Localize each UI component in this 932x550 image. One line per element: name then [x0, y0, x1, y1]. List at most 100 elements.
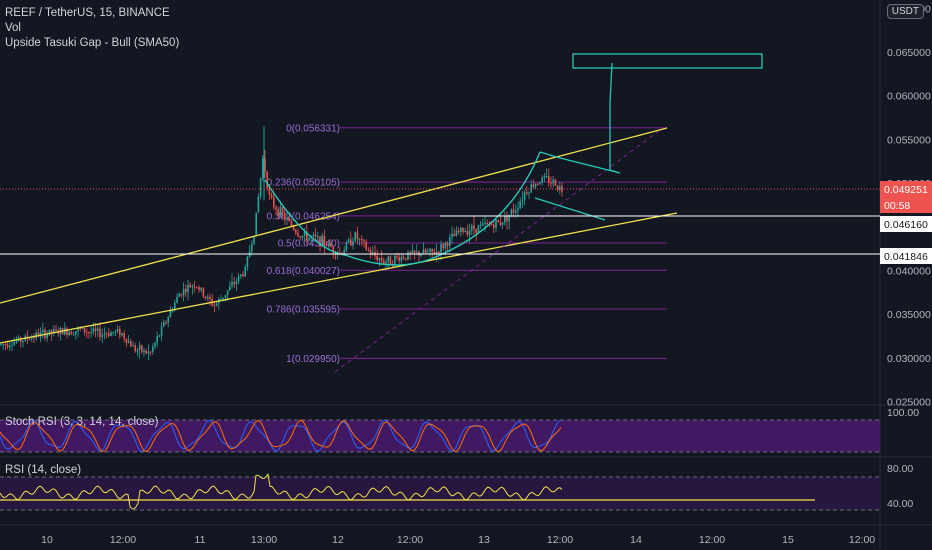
candle-body: [138, 345, 141, 350]
candle-body: [156, 336, 158, 343]
stoch-rsi-legend[interactable]: Stoch RSI (3, 3, 14, 14, close): [5, 416, 159, 428]
chart-legend: REEF / TetherUS, 15, BINANCE Vol Upside …: [5, 6, 179, 51]
candle-body: [266, 171, 268, 189]
volume-legend[interactable]: Vol: [5, 22, 21, 34]
stoch-d-line: [0, 419, 562, 453]
candle-body: [330, 243, 332, 247]
candle-body: [306, 231, 308, 241]
candle-body: [33, 337, 35, 339]
candle-body: [477, 225, 480, 233]
candle-body: [273, 197, 275, 208]
candle-body: [548, 176, 550, 184]
level-tag-2: 0.041846: [884, 251, 928, 263]
price-tick-label: 0.035000: [887, 309, 931, 321]
candle-body: [39, 332, 42, 337]
candle-body: [323, 235, 326, 246]
candle-body: [176, 296, 178, 303]
candle-body: [398, 257, 400, 261]
fib-level-label: 0.236(0.050105): [267, 178, 340, 189]
candle-body: [556, 185, 559, 190]
candle-body: [389, 256, 392, 265]
candle-body: [352, 241, 354, 246]
candle-body: [90, 331, 92, 333]
candle-body: [407, 252, 409, 260]
candle-body: [257, 196, 260, 213]
candle-body: [158, 335, 161, 337]
candle-body: [174, 302, 176, 311]
candle-body: [112, 332, 114, 334]
candle-body: [180, 294, 183, 296]
candle-body: [444, 242, 447, 249]
candle-body: [141, 345, 143, 353]
fib-level-label: 0.382(0.046254): [267, 211, 340, 222]
currency-badge[interactable]: USDT: [886, 4, 924, 19]
candle-body: [163, 322, 165, 327]
candle-body: [193, 286, 196, 288]
candle-body: [215, 303, 218, 306]
candle-body: [405, 258, 407, 260]
time-tick-label: 15: [782, 534, 794, 546]
candle-body: [295, 230, 297, 233]
candle-body: [86, 332, 88, 334]
candle-body: [484, 223, 486, 225]
candle-body: [471, 225, 473, 231]
price-tick-label: 0.025000: [887, 397, 931, 409]
candle-body: [523, 192, 526, 200]
candle-body: [347, 239, 350, 243]
candle-body: [308, 237, 310, 241]
candle-body: [108, 333, 110, 337]
candle-body: [15, 340, 18, 343]
candle-body: [552, 179, 554, 184]
candle-body: [499, 222, 502, 225]
candle-body: [270, 194, 273, 198]
candle-body: [6, 344, 9, 348]
candle-body: [286, 217, 288, 220]
candle-body: [235, 281, 238, 284]
fib-level-label: 1(0.029950): [286, 354, 340, 365]
candle-body: [380, 258, 383, 261]
time-tick-label: 10: [41, 534, 53, 546]
candle-body: [196, 287, 198, 289]
candle-body: [204, 296, 207, 299]
candle-body: [123, 333, 125, 339]
candle-body: [121, 333, 123, 336]
candle-body: [411, 250, 414, 254]
candle-body: [424, 249, 427, 253]
price-pane[interactable]: [0, 0, 880, 405]
symbol-title[interactable]: REEF / TetherUS, 15, BINANCE: [5, 7, 170, 19]
time-tick-label: 12:00: [110, 534, 136, 546]
candle-body: [222, 297, 224, 299]
candle-body: [125, 338, 128, 343]
candle-body: [559, 186, 561, 190]
candle-body: [453, 233, 455, 237]
candle-body: [152, 346, 154, 352]
rsi-legend[interactable]: RSI (14, close): [5, 464, 82, 476]
projection-dashed-line: [334, 129, 661, 373]
candle-body: [13, 342, 15, 346]
indicator-legend[interactable]: Upside Tasuki Gap - Bull (SMA50): [5, 37, 180, 49]
countdown-tag: 00:58: [884, 200, 910, 212]
candle-body: [475, 228, 477, 233]
candle-body: [299, 236, 301, 238]
candle-body: [114, 331, 117, 333]
candle-body: [532, 184, 535, 187]
candle-body: [435, 251, 438, 255]
candle-body: [301, 235, 304, 238]
candle-body: [356, 232, 359, 240]
candle-body: [281, 207, 284, 214]
candle-body: [457, 230, 460, 232]
candle-body: [182, 288, 185, 296]
candle-body: [213, 305, 216, 307]
candle-body: [237, 276, 240, 282]
candle-body: [339, 252, 341, 254]
lower-trend-line: [0, 212, 678, 344]
candle-body: [501, 222, 504, 225]
candle-body: [343, 249, 345, 254]
candle-body: [244, 267, 246, 277]
current-price-tag: 0.049251: [884, 184, 928, 196]
candle-body: [132, 345, 134, 347]
candle-body: [504, 216, 506, 223]
candle-body: [145, 350, 147, 354]
candle-body: [147, 351, 150, 354]
